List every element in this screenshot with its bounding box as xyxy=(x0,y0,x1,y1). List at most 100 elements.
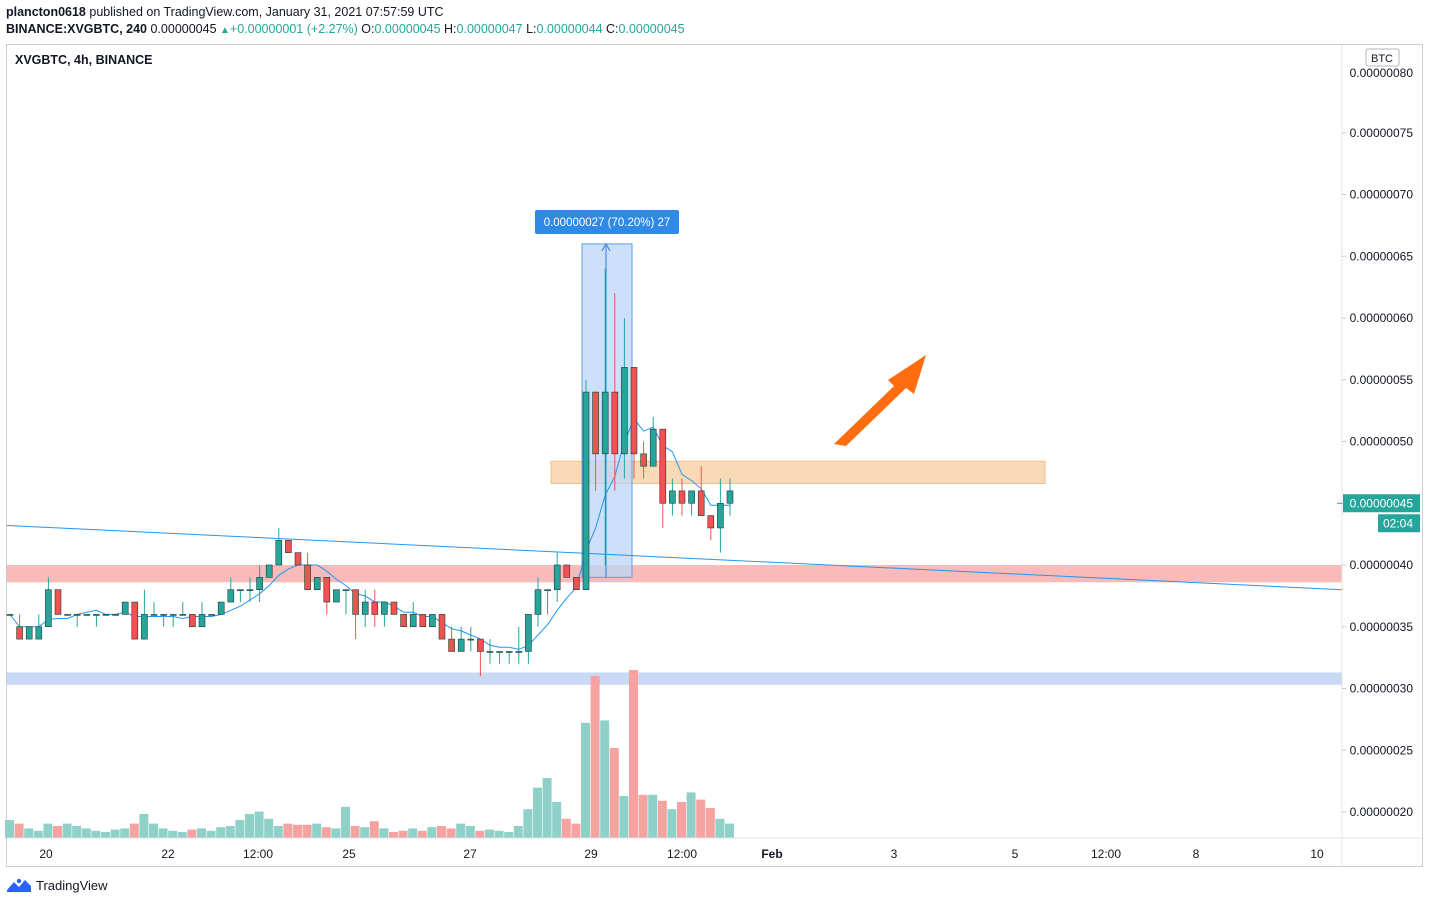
candle-body xyxy=(304,564,311,591)
volume-bar xyxy=(43,823,53,838)
volume-bar xyxy=(638,794,648,838)
x-tick-label: 27 xyxy=(463,847,477,861)
volume-bar xyxy=(398,830,408,838)
volume-bar xyxy=(264,818,274,838)
y-tick-label: 0.00000065 xyxy=(1350,249,1414,263)
volume-bar xyxy=(360,827,370,838)
price-change: +0.00000001 (+2.27%) xyxy=(229,22,358,36)
volume-bar xyxy=(485,829,494,838)
candle-body xyxy=(381,601,388,615)
volume-bar xyxy=(667,809,677,838)
candle-body xyxy=(333,589,340,603)
candle-body xyxy=(160,614,167,616)
volume-bar xyxy=(590,676,600,838)
volume-bar xyxy=(437,826,446,838)
candle-body xyxy=(227,589,235,603)
candle-body xyxy=(121,601,129,615)
volume-bar xyxy=(149,823,158,838)
close-value: 0.00000045 xyxy=(618,22,685,36)
volume-bar xyxy=(677,802,686,838)
volume-bar xyxy=(379,828,389,838)
tradingview-logo-icon xyxy=(7,878,31,892)
ohlc-line: BINANCE:XVGBTC, 240 0.00000045 ▲+0.00000… xyxy=(6,22,685,36)
candle-body xyxy=(265,564,273,578)
target-zone xyxy=(550,460,1046,484)
volume-bar xyxy=(72,826,82,838)
candle-body xyxy=(73,614,81,616)
candle-body xyxy=(409,614,417,628)
candle-body xyxy=(237,589,244,592)
volume-bar xyxy=(81,828,91,838)
candle-body xyxy=(707,515,715,529)
candle-body xyxy=(525,614,532,652)
candle-body xyxy=(505,651,513,653)
candle-body xyxy=(275,539,283,566)
candle-body xyxy=(592,391,599,455)
volume-bar xyxy=(705,808,715,838)
candle-body xyxy=(563,564,571,578)
candle-body xyxy=(208,614,215,616)
x-tick-label: 5 xyxy=(1012,847,1019,861)
footer-brand[interactable]: TradingView xyxy=(6,877,108,893)
candle-body xyxy=(294,552,302,566)
x-tick-label: 25 xyxy=(342,847,356,861)
candle-body xyxy=(361,601,369,615)
high-label: H: xyxy=(444,22,457,36)
y-tick-label: 0.00000030 xyxy=(1350,682,1414,696)
candle-body xyxy=(45,589,52,628)
currency-badge: BTC xyxy=(1371,53,1393,65)
candle-body xyxy=(285,539,292,553)
volume-bar xyxy=(206,830,216,838)
countdown-badge: 02:04 xyxy=(1383,516,1413,530)
y-tick-label: 0.00000035 xyxy=(1350,620,1414,634)
candle-body xyxy=(35,626,43,640)
volume-bar xyxy=(62,823,72,838)
volume-bar xyxy=(101,832,110,838)
volume-bar xyxy=(552,802,562,838)
up-triangle-icon: ▲ xyxy=(220,25,230,36)
measure-label-bg xyxy=(535,210,679,234)
candle-body xyxy=(371,601,379,615)
candle-body xyxy=(342,589,350,592)
volume-bar xyxy=(197,828,206,838)
volume-bar xyxy=(273,826,283,838)
candle-body xyxy=(25,626,33,640)
candle-body xyxy=(400,614,407,628)
volume-bar xyxy=(5,820,14,838)
volume-bar xyxy=(53,826,62,838)
x-tick-label: 20 xyxy=(39,847,53,861)
candle-body xyxy=(659,428,667,504)
volume-bar xyxy=(302,824,312,838)
volume-bar xyxy=(533,787,542,838)
volume-bar xyxy=(513,826,523,838)
volume-bar xyxy=(216,827,226,838)
author-name[interactable]: plancton0618 xyxy=(6,5,86,19)
candle-body xyxy=(352,589,359,615)
volume-bar xyxy=(91,830,101,838)
volume-bar xyxy=(187,829,197,838)
x-tick-label: 12:00 xyxy=(1091,847,1121,861)
volume-bar xyxy=(331,828,341,838)
measure-arrow-head xyxy=(601,242,611,252)
volume-bar xyxy=(24,828,34,838)
candle-body xyxy=(313,577,321,590)
candle-body xyxy=(169,614,177,616)
x-tick-label: 8 xyxy=(1193,847,1200,861)
volume-bar xyxy=(725,823,734,838)
volume-bar xyxy=(696,799,706,838)
y-tick-label: 0.00000060 xyxy=(1350,311,1414,325)
volume-bar xyxy=(120,828,130,838)
close-label: C: xyxy=(606,22,619,36)
chart-frame[interactable] xyxy=(6,44,1423,867)
candle-body xyxy=(553,564,561,591)
candle-body xyxy=(198,614,206,628)
candle-body xyxy=(457,638,465,652)
candle-body xyxy=(131,601,139,640)
volume-bar xyxy=(350,826,360,838)
moving-average-line xyxy=(9,417,730,650)
volume-bar xyxy=(456,823,466,838)
volume-bar xyxy=(139,814,149,838)
volume-bar xyxy=(254,811,264,838)
candle-body xyxy=(323,577,331,603)
